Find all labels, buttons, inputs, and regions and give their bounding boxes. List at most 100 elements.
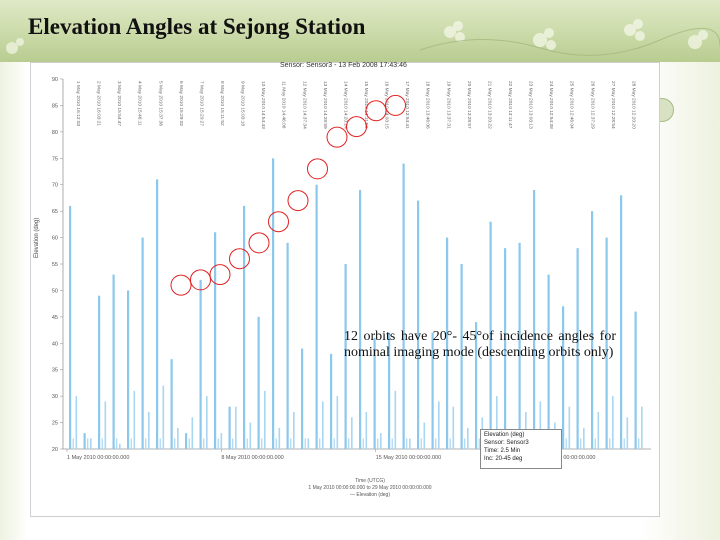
elevation-bar	[127, 290, 130, 449]
x-caption-line: Time (UTCG)	[355, 478, 385, 484]
elevation-bar-minor	[188, 438, 190, 449]
elevation-bar-minor	[597, 412, 600, 449]
elevation-bar	[315, 184, 318, 449]
elevation-bar	[330, 353, 333, 449]
x-caption-line: — Elevation (deg)	[349, 492, 391, 498]
elevation-bar	[417, 200, 420, 449]
x-tick-label: 22 May 2010 00:00:00.000	[530, 455, 595, 461]
elevation-bar	[156, 179, 159, 449]
elevation-bar-minor	[90, 438, 92, 449]
y-tick-label: 85	[52, 103, 58, 109]
elevation-bar	[489, 221, 492, 449]
y-axis-label: Elevation (deg)	[34, 217, 40, 258]
highlight-circle	[248, 232, 270, 254]
y-tick-label: 25	[52, 421, 58, 427]
elevation-bar-minor	[464, 438, 466, 449]
elevation-bar-minor	[101, 438, 103, 449]
elevation-bar-minor	[232, 438, 234, 449]
elevation-bar-minor	[290, 438, 292, 449]
pass-timestamp-label: 23 May 2010 13:03:13	[528, 81, 534, 129]
elevation-bar-minor	[449, 438, 451, 449]
elevation-bar-minor	[496, 396, 498, 449]
pass-timestamp-label: 18 May 2010 13:46:06	[425, 81, 431, 129]
highlight-circle	[170, 274, 192, 296]
elevation-bar-minor	[380, 433, 382, 449]
elevation-bar-minor	[72, 438, 74, 449]
elevation-bar-minor	[275, 438, 277, 449]
slide-title: Elevation Angles at Sejong Station	[28, 14, 366, 39]
elevation-bar	[460, 264, 463, 449]
left-margin-decoration	[0, 62, 28, 540]
highlight-circle	[287, 190, 309, 212]
x-tick-label: 15 May 2010 00:00:00.000	[376, 455, 441, 461]
x-axis-caption: Time (UTCG) 1 May 2010 00:00:00.000 to 2…	[270, 478, 470, 499]
pass-timestamp-label: 16 May 2010 14:03:15	[384, 81, 390, 129]
elevation-bar-minor	[191, 417, 194, 449]
pass-timestamp-label: 22 May 2010 13:11:47	[507, 81, 513, 129]
elevation-bar	[431, 332, 434, 449]
pass-timestamp-label: 14 May 2010 14:20:24	[342, 81, 348, 129]
elevation-bar-minor	[246, 438, 248, 449]
pass-timestamp-label: 10 May 2010 14:54:43	[260, 81, 266, 129]
elevation-bar-minor	[174, 438, 176, 449]
elevation-bar	[69, 205, 72, 449]
elevation-bar	[475, 322, 478, 449]
y-tick-label: 60	[52, 236, 58, 242]
elevation-bar	[272, 158, 275, 449]
elevation-bar-minor	[394, 390, 397, 449]
elevation-bar-minor	[307, 438, 310, 449]
elevation-bar-minor	[133, 390, 136, 449]
highlight-circle	[190, 269, 211, 291]
elevation-bar	[562, 306, 565, 449]
y-tick-label: 90	[52, 77, 58, 83]
pass-timestamp-label: 26 May 2010 12:37:29	[589, 81, 595, 129]
elevation-bar	[605, 237, 608, 449]
y-tick-label: 40	[52, 341, 58, 347]
pass-timestamp-label: 21 May 2010 13:20:22	[486, 81, 492, 129]
elevation-bar-minor	[162, 385, 165, 449]
elevation-bar	[634, 311, 637, 449]
y-tick-label: 80	[52, 130, 58, 136]
pass-timestamp-label: 5 May 2010 15:37:36	[157, 81, 163, 126]
elevation-bar	[112, 274, 115, 449]
elevation-bar-minor	[420, 438, 422, 449]
legend-line: Time: 2.5 Min	[484, 448, 521, 454]
elevation-bar-minor	[539, 401, 542, 449]
elevation-bar-minor	[264, 390, 266, 449]
elevation-bar	[185, 433, 188, 449]
highlight-circle	[326, 126, 348, 148]
y-tick-label: 65	[52, 209, 58, 215]
elevation-bar	[533, 190, 536, 449]
elevation-bar-minor	[641, 406, 643, 449]
pass-timestamp-label: 13 May 2010 14:28:59	[322, 81, 328, 129]
elevation-bar-minor	[568, 406, 571, 449]
pass-timestamp-label: 27 May 2010 12:28:54	[610, 81, 616, 129]
elevation-bar-minor	[217, 438, 219, 449]
elevation-bar-minor	[261, 438, 263, 449]
elevation-bar-minor	[609, 438, 611, 449]
pass-timestamp-label: 24 May 2010 12:54:38	[548, 81, 554, 129]
highlight-circle	[307, 158, 328, 180]
pass-timestamp-label: 8 May 2010 15:11:52	[219, 81, 225, 126]
elevation-bar-minor	[119, 443, 121, 449]
elevation-bar-minor	[220, 433, 223, 449]
y-tick-label: 70	[52, 183, 58, 189]
pass-timestamp-label: 17 May 2010 13:54:41	[404, 81, 410, 129]
slide-header: Elevation Angles at Sejong Station	[0, 0, 720, 62]
elevation-bar	[199, 279, 202, 449]
legend-line: Sensor: Sensor3	[484, 440, 529, 446]
elevation-bar-minor	[130, 438, 132, 449]
elevation-bar-minor	[612, 396, 614, 449]
elevation-bar-minor	[159, 438, 161, 449]
legend-box: Elevation (deg) Sensor: Sensor3 Time: 2.…	[480, 429, 562, 469]
elevation-bar-minor	[304, 438, 306, 449]
elevation-bar-minor	[626, 417, 629, 449]
elevation-bar-minor	[145, 438, 147, 449]
elevation-bar-minor	[319, 438, 321, 449]
elevation-bar	[141, 237, 144, 449]
elevation-bar-minor	[322, 401, 324, 449]
elevation-bar-minor	[116, 438, 118, 449]
elevation-bar-minor	[638, 438, 640, 449]
pass-timestamp-label: 25 May 2010 12:46:04	[569, 81, 575, 129]
x-tick-label: 1 May 2010 00:00:00.000	[67, 455, 129, 461]
